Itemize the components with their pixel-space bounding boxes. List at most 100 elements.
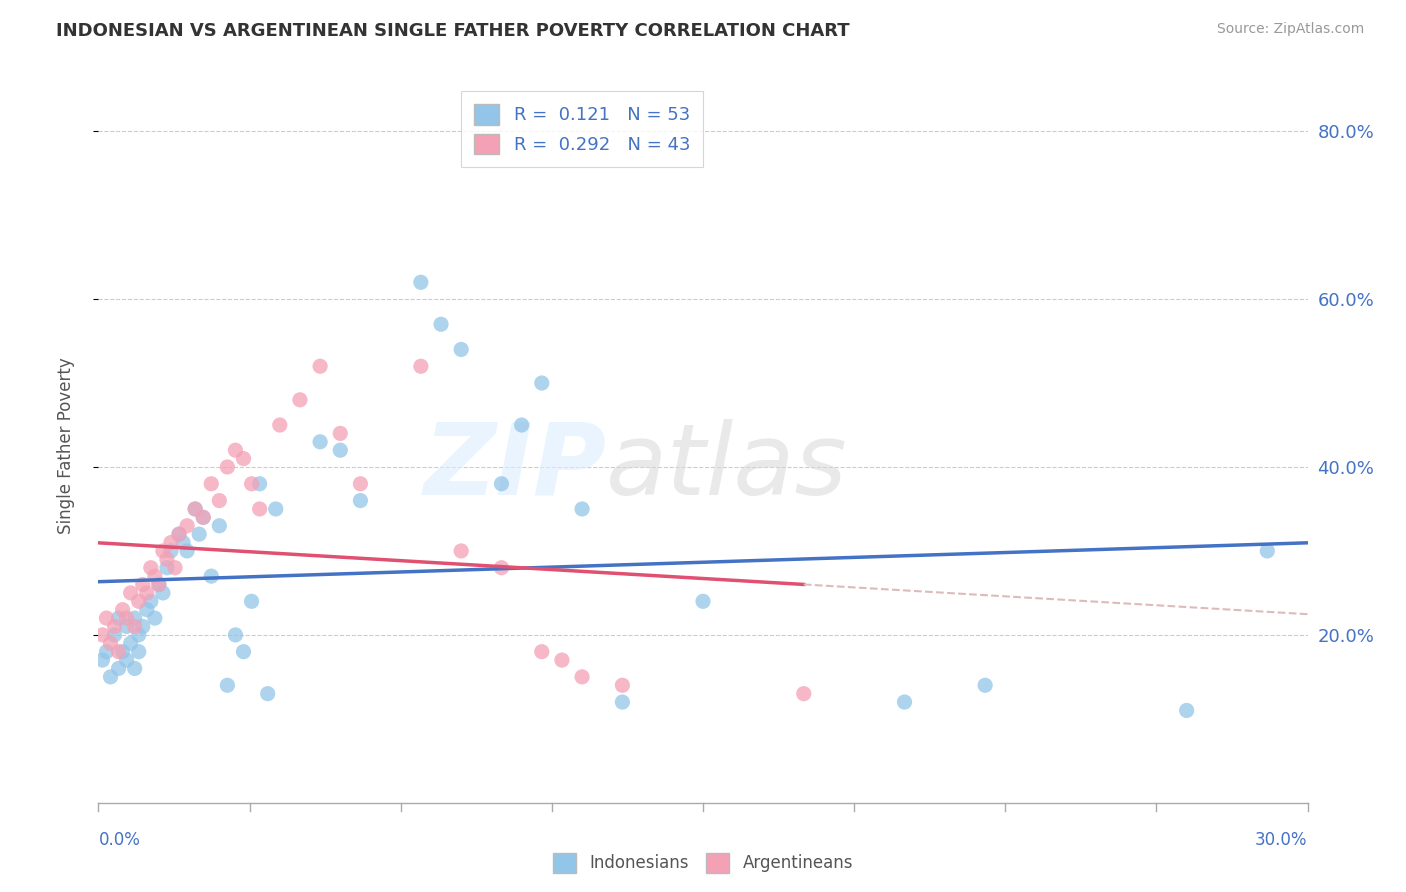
- Point: [160, 544, 183, 558]
- Point: [269, 417, 291, 432]
- Point: [103, 628, 125, 642]
- Point: [120, 586, 142, 600]
- Point: [309, 434, 332, 449]
- Point: [100, 636, 122, 650]
- Point: [156, 552, 179, 566]
- Point: [571, 670, 593, 684]
- Point: [128, 594, 150, 608]
- Point: [430, 318, 453, 332]
- Point: [510, 417, 533, 432]
- Point: [974, 678, 997, 692]
- Point: [450, 343, 472, 357]
- Point: [188, 527, 211, 541]
- Point: [249, 502, 271, 516]
- Point: [167, 527, 190, 541]
- Point: [139, 560, 162, 574]
- Point: [111, 645, 134, 659]
- Point: [240, 594, 263, 608]
- Point: [167, 527, 190, 541]
- Point: [124, 611, 146, 625]
- Point: [193, 510, 215, 524]
- Point: [349, 493, 371, 508]
- Point: [349, 476, 371, 491]
- Point: [1256, 544, 1278, 558]
- Text: Source: ZipAtlas.com: Source: ZipAtlas.com: [1216, 22, 1364, 37]
- Point: [309, 359, 332, 374]
- Point: [208, 493, 231, 508]
- Point: [232, 451, 254, 466]
- Text: ZIP: ZIP: [423, 419, 606, 516]
- Point: [450, 544, 472, 558]
- Text: 0.0%: 0.0%: [98, 831, 141, 849]
- Point: [124, 619, 146, 633]
- Point: [107, 661, 129, 675]
- Point: [120, 636, 142, 650]
- Point: [893, 695, 915, 709]
- Point: [793, 687, 815, 701]
- Point: [148, 577, 170, 591]
- Point: [224, 628, 246, 642]
- Point: [143, 569, 166, 583]
- Point: [132, 577, 155, 591]
- Point: [409, 359, 432, 374]
- Point: [1175, 703, 1198, 717]
- Point: [111, 603, 134, 617]
- Point: [612, 678, 634, 692]
- Point: [156, 560, 179, 574]
- Point: [148, 577, 170, 591]
- Point: [100, 670, 122, 684]
- Point: [530, 376, 553, 390]
- Point: [103, 619, 125, 633]
- Point: [128, 628, 150, 642]
- Point: [115, 611, 138, 625]
- Y-axis label: Single Father Poverty: Single Father Poverty: [56, 358, 75, 534]
- Point: [184, 502, 207, 516]
- Point: [240, 476, 263, 491]
- Point: [96, 611, 118, 625]
- Point: [107, 645, 129, 659]
- Point: [152, 544, 174, 558]
- Point: [176, 544, 198, 558]
- Point: [143, 611, 166, 625]
- Point: [409, 275, 432, 289]
- Point: [612, 695, 634, 709]
- Point: [530, 645, 553, 659]
- Point: [571, 502, 593, 516]
- Point: [329, 426, 352, 441]
- Point: [224, 443, 246, 458]
- Point: [96, 645, 118, 659]
- Point: [256, 687, 278, 701]
- Point: [115, 653, 138, 667]
- Text: 30.0%: 30.0%: [1256, 831, 1308, 849]
- Point: [124, 661, 146, 675]
- Point: [551, 653, 574, 667]
- Point: [208, 518, 231, 533]
- Point: [184, 502, 207, 516]
- Point: [160, 535, 183, 549]
- Legend: R =  0.121   N = 53, R =  0.292   N = 43: R = 0.121 N = 53, R = 0.292 N = 43: [461, 91, 703, 167]
- Point: [692, 594, 714, 608]
- Point: [217, 678, 239, 692]
- Point: [91, 653, 114, 667]
- Point: [172, 535, 194, 549]
- Point: [163, 560, 186, 574]
- Point: [232, 645, 254, 659]
- Point: [200, 476, 222, 491]
- Point: [193, 510, 215, 524]
- Point: [176, 518, 198, 533]
- Point: [128, 645, 150, 659]
- Text: atlas: atlas: [606, 419, 848, 516]
- Text: INDONESIAN VS ARGENTINEAN SINGLE FATHER POVERTY CORRELATION CHART: INDONESIAN VS ARGENTINEAN SINGLE FATHER …: [56, 22, 849, 40]
- Point: [491, 476, 513, 491]
- Point: [264, 502, 287, 516]
- Legend: Indonesians, Argentineans: Indonesians, Argentineans: [547, 847, 859, 880]
- Point: [115, 619, 138, 633]
- Point: [91, 628, 114, 642]
- Point: [288, 392, 311, 407]
- Point: [135, 603, 157, 617]
- Point: [200, 569, 222, 583]
- Point: [132, 619, 155, 633]
- Point: [135, 586, 157, 600]
- Point: [329, 443, 352, 458]
- Point: [152, 586, 174, 600]
